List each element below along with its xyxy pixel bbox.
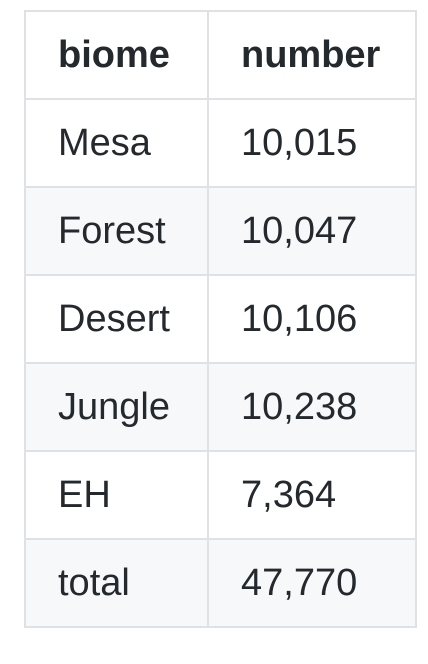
biome-cell: Forest — [24, 186, 209, 276]
number-cell: 10,238 — [207, 362, 417, 452]
data-table: biome number Mesa 10,015 Forest 10,047 D… — [24, 10, 417, 628]
biome-cell: Jungle — [24, 362, 209, 452]
number-cell: 7,364 — [207, 450, 417, 540]
table-row: Desert 10,106 — [24, 274, 417, 364]
biome-cell: total — [24, 538, 209, 628]
table-row-total: total 47,770 — [24, 538, 417, 628]
header-row: biome number — [24, 10, 417, 100]
header-cell-number: number — [207, 10, 417, 100]
table-row: Mesa 10,015 — [24, 98, 417, 188]
table-row: EH 7,364 — [24, 450, 417, 540]
table-row: Jungle 10,238 — [24, 362, 417, 452]
header-cell-biome: biome — [24, 10, 209, 100]
number-cell: 10,047 — [207, 186, 417, 276]
table-row: Forest 10,047 — [24, 186, 417, 276]
number-cell: 10,015 — [207, 98, 417, 188]
number-cell: 47,770 — [207, 538, 417, 628]
biome-cell: EH — [24, 450, 209, 540]
biome-cell: Mesa — [24, 98, 209, 188]
biome-cell: Desert — [24, 274, 209, 364]
number-cell: 10,106 — [207, 274, 417, 364]
